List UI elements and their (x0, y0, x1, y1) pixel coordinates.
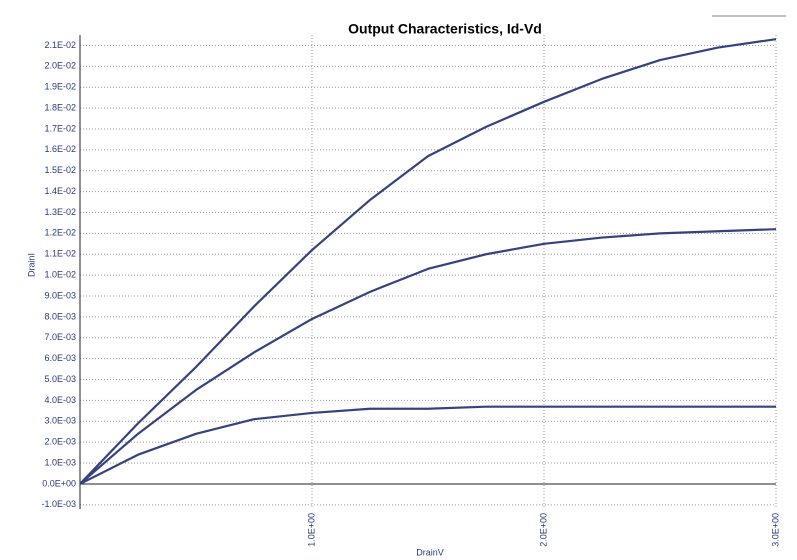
y-tick-label: 1.7E-02 (44, 123, 76, 133)
y-tick-label: -1.0E-03 (41, 499, 76, 509)
y-tick-label: 1.1E-02 (44, 249, 76, 259)
y-tick-label: 3.0E-03 (44, 416, 76, 426)
y-axis-label: DrainI (26, 253, 36, 277)
x-tick-label: 3.0E+00 (770, 513, 780, 547)
y-tick-label: 2.0E-03 (44, 437, 76, 447)
y-tick-label: 7.0E-03 (44, 332, 76, 342)
y-tick-label: 6.0E-03 (44, 353, 76, 363)
line-series (79, 405, 776, 485)
y-tick-label: 1.8E-02 (44, 102, 76, 112)
y-tick-label: 1.9E-02 (44, 82, 76, 92)
x-tick-label: 1.0E+00 (306, 513, 316, 547)
x-axis-label: DrainV (416, 547, 444, 557)
y-tick-label: 1.3E-02 (44, 207, 76, 217)
y-tick-label: 1.0E-02 (44, 270, 76, 280)
chart-title: Output Characteristics, Id-Vd (348, 21, 542, 37)
y-tick-label: 1.2E-02 (44, 228, 76, 238)
y-tick-label: 5.0E-03 (44, 374, 76, 384)
y-tick-label: 2.0E-02 (44, 61, 76, 71)
y-tick-label: 1.6E-02 (44, 144, 76, 154)
y-tick-label: 1.4E-02 (44, 186, 76, 196)
y-tick-label: 9.0E-03 (44, 290, 76, 300)
y-tick-label: 0.0E+00 (42, 478, 76, 488)
line-series (79, 38, 777, 485)
y-tick-label: 2.1E-02 (44, 40, 76, 50)
y-tick-label: 8.0E-03 (44, 311, 76, 321)
y-tick-label: 4.0E-03 (44, 395, 76, 405)
line-series (79, 228, 777, 485)
y-tick-label: 1.5E-02 (44, 165, 76, 175)
y-tick-label: 1.0E-03 (44, 457, 76, 467)
x-tick-label: 2.0E+00 (538, 513, 548, 547)
